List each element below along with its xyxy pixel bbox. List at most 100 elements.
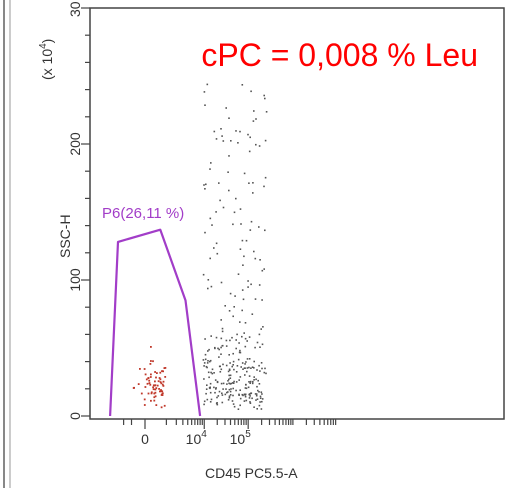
event-point <box>235 381 238 383</box>
event-point-gated <box>152 384 155 387</box>
event-point <box>215 388 217 390</box>
event-point <box>243 393 246 396</box>
event-point <box>255 378 257 381</box>
event-point <box>204 104 206 106</box>
event-point-gated <box>154 371 156 373</box>
event-point <box>203 184 205 186</box>
event-point <box>230 382 232 385</box>
event-point <box>229 292 232 295</box>
event-point <box>241 239 244 242</box>
event-point <box>209 382 212 385</box>
event-point <box>203 378 205 380</box>
event-point <box>260 408 263 410</box>
event-point <box>235 347 237 350</box>
gate-p6-polygon[interactable] <box>109 228 202 417</box>
event-point-gated <box>159 390 161 393</box>
event-point <box>209 360 211 363</box>
event-point <box>230 140 232 142</box>
event-point-gated <box>164 367 167 369</box>
event-point <box>228 374 230 377</box>
event-point <box>204 353 207 356</box>
event-point <box>233 405 236 408</box>
event-point <box>209 391 212 394</box>
y-axis-ticks <box>81 7 90 417</box>
event-point <box>263 268 265 270</box>
event-point <box>256 398 259 400</box>
event-point <box>220 319 222 321</box>
event-point <box>256 341 259 344</box>
event-point <box>263 94 265 97</box>
event-point <box>209 386 211 389</box>
event-point <box>239 321 241 323</box>
event-point <box>253 250 255 253</box>
event-point-gated <box>152 386 154 389</box>
event-point <box>245 239 248 242</box>
event-point-gated <box>132 387 135 389</box>
event-point <box>214 391 216 394</box>
event-point <box>207 371 210 374</box>
event-point <box>264 176 267 179</box>
event-point-gated <box>149 363 152 365</box>
event-point-gated <box>155 404 158 406</box>
event-point <box>204 358 207 361</box>
event-point <box>262 326 264 328</box>
event-point <box>256 369 258 371</box>
event-point <box>216 403 219 406</box>
event-point <box>228 378 230 381</box>
event-point <box>214 347 216 350</box>
event-point <box>253 110 255 112</box>
event-point <box>222 388 224 390</box>
event-point <box>235 389 237 392</box>
event-point-gated <box>144 386 147 388</box>
event-point <box>205 365 208 368</box>
event-point <box>259 370 261 372</box>
event-point-gated <box>158 377 161 379</box>
event-point <box>256 385 258 388</box>
event-point <box>210 285 213 288</box>
event-series-gated <box>132 346 167 409</box>
event-point-gated <box>150 392 153 395</box>
event-point <box>249 229 252 231</box>
event-point-gated <box>148 382 151 384</box>
x-axis-ticks <box>123 419 337 429</box>
event-point <box>203 400 206 403</box>
event-point <box>228 382 230 385</box>
event-point <box>239 208 242 210</box>
event-point <box>237 358 240 361</box>
event-point <box>235 197 237 200</box>
event-point <box>227 370 230 373</box>
event-point <box>237 273 240 275</box>
event-point <box>265 372 267 375</box>
event-point <box>215 242 218 245</box>
event-point-gated <box>147 392 150 395</box>
event-point <box>211 368 214 371</box>
event-point <box>261 269 264 272</box>
event-point <box>246 358 249 360</box>
x-tick-label: 104 <box>186 429 208 447</box>
event-point <box>215 387 217 389</box>
event-point <box>206 384 208 386</box>
event-point <box>210 335 212 337</box>
event-point <box>247 280 249 282</box>
event-point <box>229 377 232 379</box>
event-point <box>254 393 257 395</box>
event-point-gated <box>150 391 153 394</box>
event-point <box>225 364 228 367</box>
event-point <box>221 327 224 330</box>
event-point <box>227 380 229 382</box>
event-point-gated <box>161 394 164 396</box>
event-point <box>229 339 231 342</box>
event-point <box>248 182 250 184</box>
event-point <box>243 400 246 402</box>
event-point <box>226 383 228 385</box>
event-point <box>202 359 205 361</box>
event-point <box>238 351 241 354</box>
event-point <box>209 168 211 170</box>
event-point <box>216 252 219 255</box>
event-point-gated <box>144 373 147 376</box>
event-point <box>244 363 246 365</box>
event-point-gated <box>156 372 158 374</box>
event-point-gated <box>159 371 162 374</box>
event-point <box>244 395 247 398</box>
event-point-gated <box>143 368 146 370</box>
